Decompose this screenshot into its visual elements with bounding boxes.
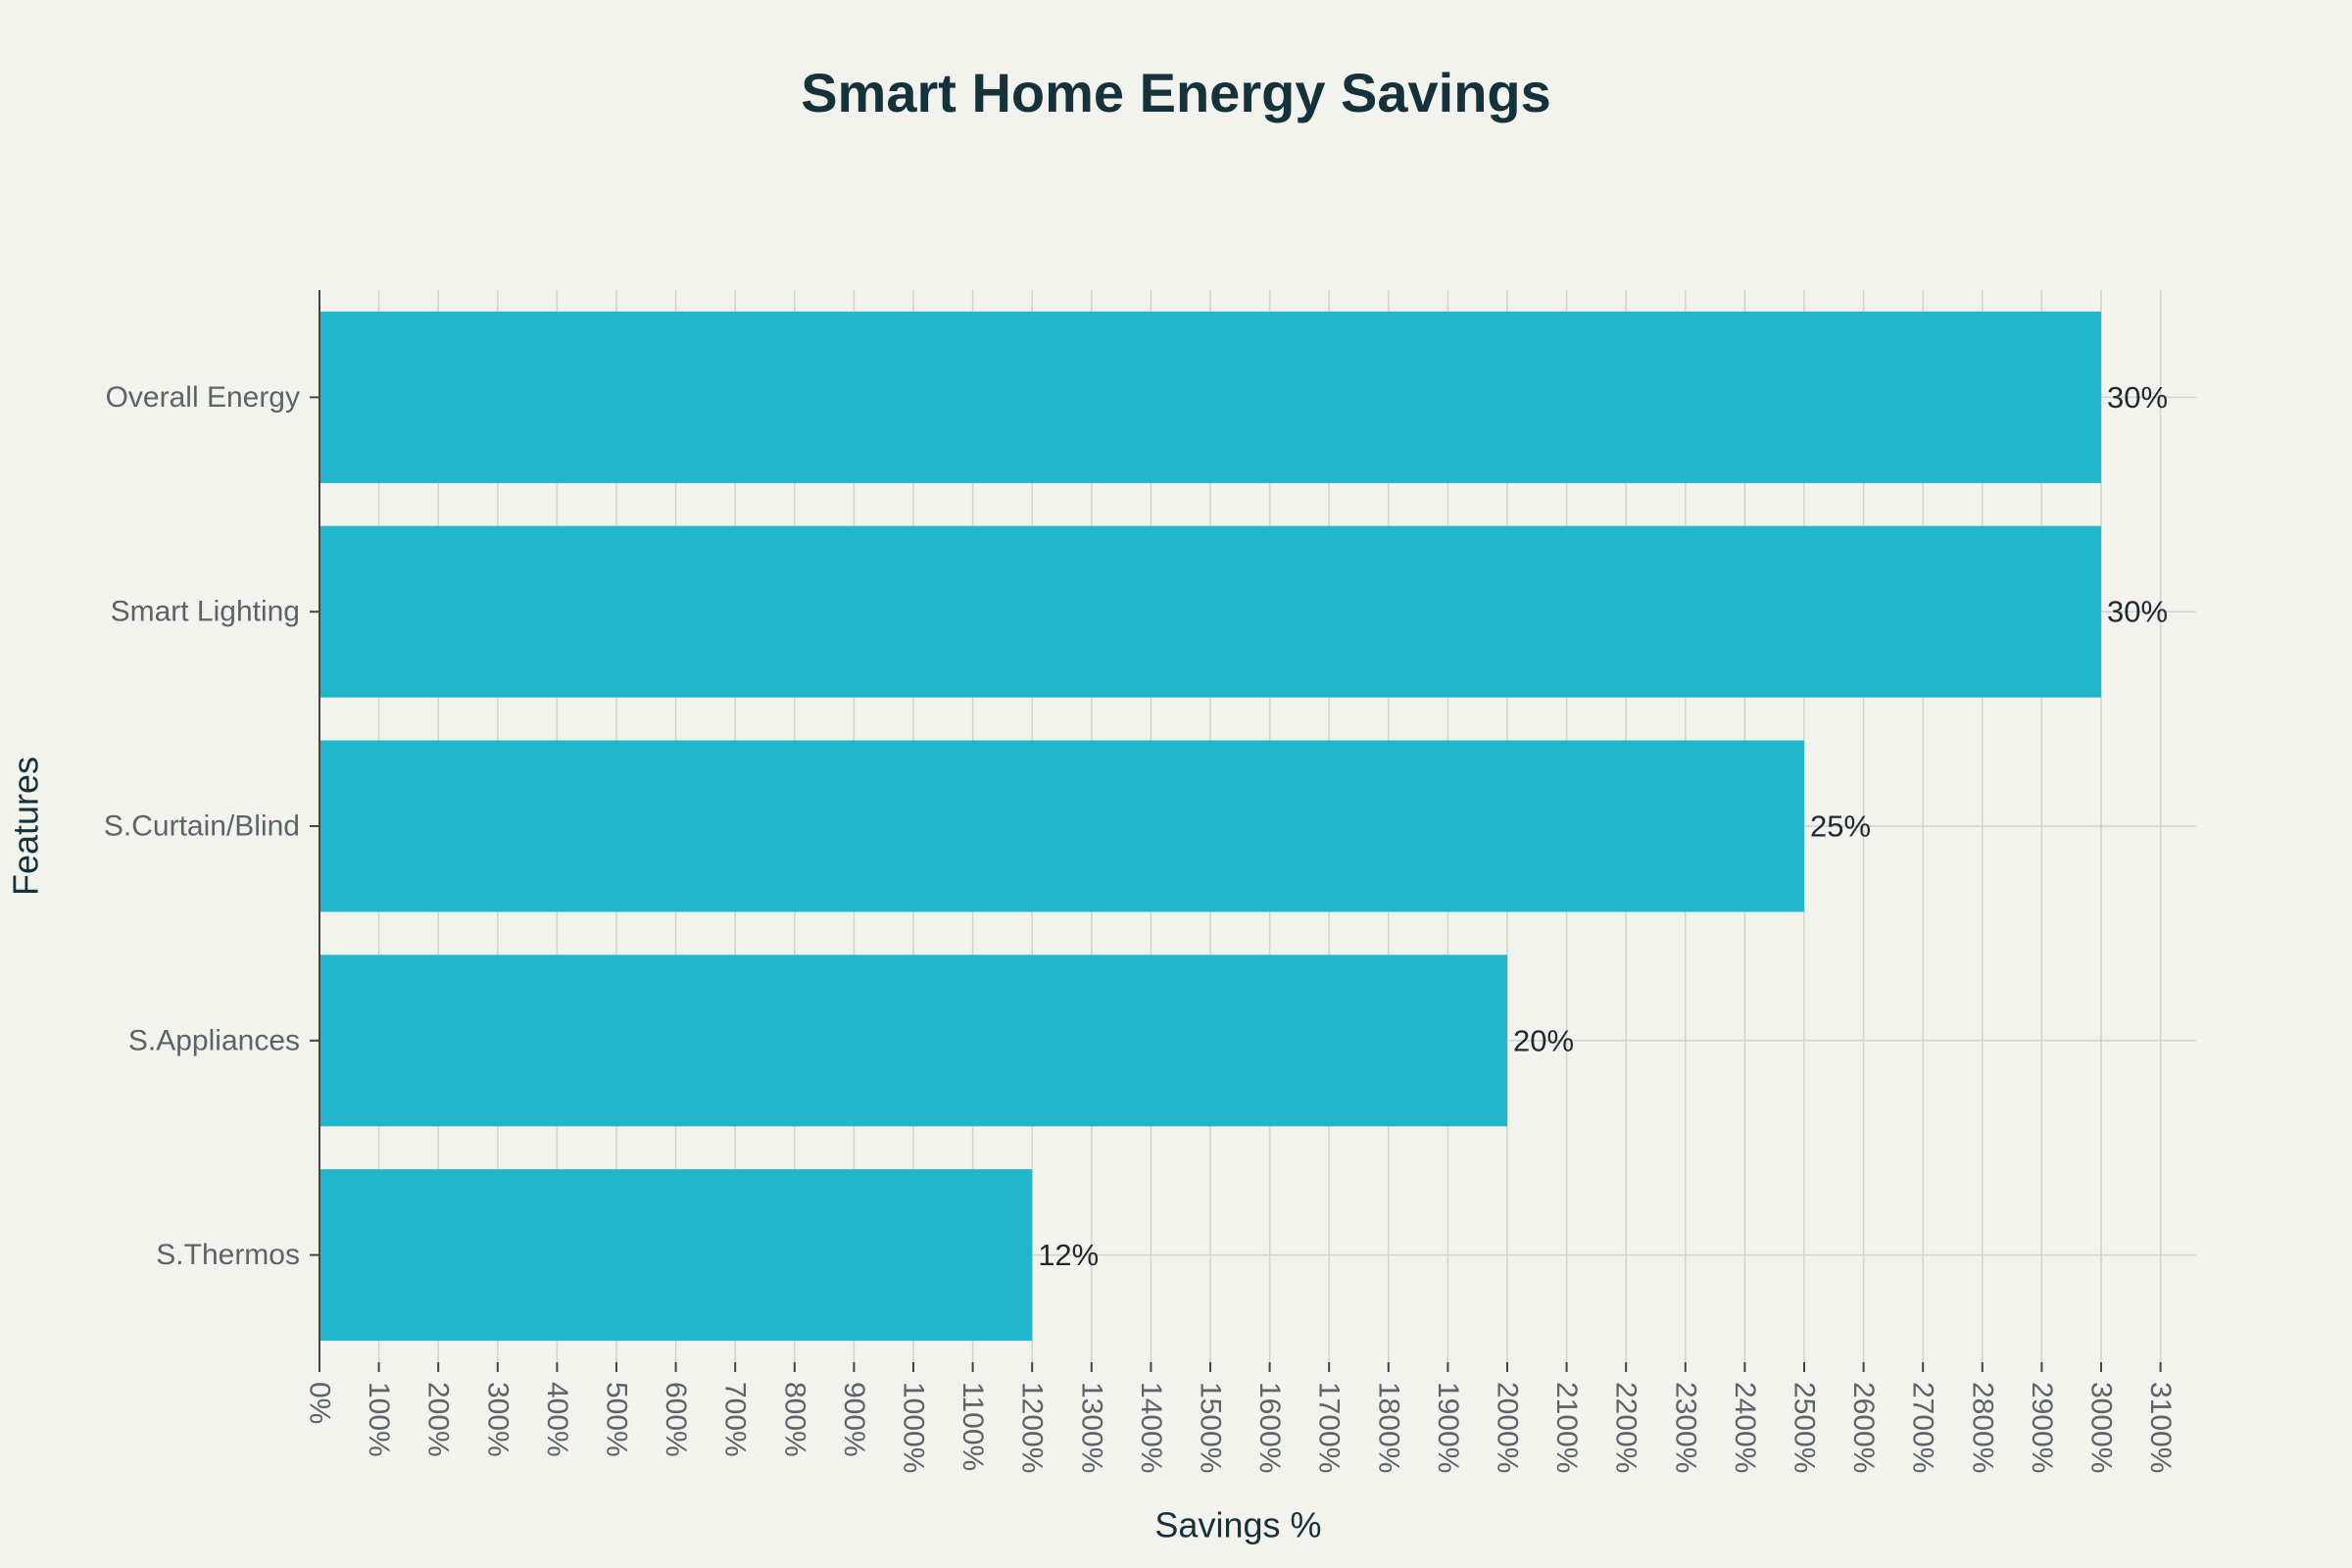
x-tick-label: 2700% [1907,1382,1939,1473]
x-tick-label: 3000% [2085,1382,2118,1473]
data-label: 12% [1038,1238,1099,1272]
bar [319,955,1507,1127]
x-tick-label: 800% [778,1382,810,1457]
chart-title: Smart Home Energy Savings [801,62,1551,123]
bar [319,1169,1033,1342]
x-tick-label: 2100% [1550,1382,1583,1473]
data-label: 30% [2107,380,2168,415]
x-tick-label: 1300% [1075,1382,1107,1473]
x-tick-label: 2200% [1610,1382,1642,1473]
y-tick-label: S.Curtain/Blind [104,810,300,843]
x-tick-label: 2500% [1788,1382,1821,1473]
y-tick-label: Smart Lighting [111,596,300,628]
x-tick-label: 900% [838,1382,870,1457]
y-tick-label: Overall Energy [106,381,300,414]
x-tick-label: 700% [719,1382,752,1457]
x-tick-label: 1000% [898,1382,930,1473]
x-tick-label: 1700% [1313,1382,1346,1473]
x-tick-label: 2000% [1492,1382,1524,1473]
x-tick-label: 1600% [1253,1382,1286,1473]
x-tick-label: 2300% [1669,1382,1701,1473]
x-tick-label: 3100% [2144,1382,2177,1473]
y-axis-title: Features [6,757,46,896]
x-tick-label: 400% [541,1382,573,1457]
x-tick-label: 1800% [1372,1382,1404,1473]
x-tick-label: 1900% [1432,1382,1464,1473]
data-label: 25% [1810,809,1871,844]
x-tick-label: 2800% [1966,1382,1998,1473]
x-tick-label: 500% [601,1382,633,1457]
x-tick-label: 1500% [1195,1382,1227,1473]
x-tick-label: 1100% [956,1382,989,1471]
x-tick-label: 100% [363,1382,395,1457]
x-tick-label: 1400% [1135,1382,1167,1473]
x-axis-title: Savings % [1154,1505,1321,1545]
x-tick-label: 2900% [2026,1382,2058,1473]
x-tick-label: 2600% [1847,1382,1880,1473]
x-tick-label: 600% [660,1382,692,1457]
y-tick-label: S.Thermos [156,1239,300,1271]
bar [319,311,2101,483]
bar [319,525,2101,698]
data-label: 20% [1513,1023,1574,1057]
data-label: 30% [2107,595,2168,629]
bar [319,740,1804,912]
x-tick-label: 1200% [1016,1382,1049,1473]
x-tick-label: 0% [304,1382,336,1424]
x-tick-label: 200% [422,1382,455,1457]
x-tick-label: 2400% [1729,1382,1761,1473]
y-tick-label: S.Appliances [128,1024,300,1056]
x-tick-label: 300% [481,1382,514,1457]
